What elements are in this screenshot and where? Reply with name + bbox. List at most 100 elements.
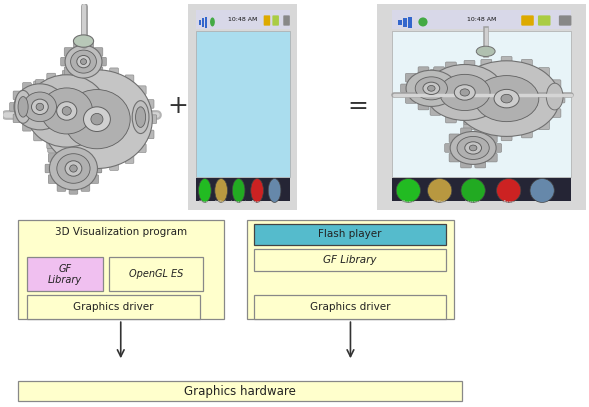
FancyBboxPatch shape bbox=[58, 114, 67, 123]
FancyBboxPatch shape bbox=[25, 120, 34, 129]
Ellipse shape bbox=[465, 142, 482, 154]
Circle shape bbox=[530, 179, 554, 202]
Ellipse shape bbox=[450, 131, 496, 164]
FancyBboxPatch shape bbox=[449, 134, 460, 142]
FancyBboxPatch shape bbox=[464, 60, 475, 69]
Ellipse shape bbox=[49, 147, 97, 190]
Ellipse shape bbox=[14, 84, 66, 130]
Ellipse shape bbox=[423, 82, 439, 94]
FancyBboxPatch shape bbox=[110, 68, 118, 77]
FancyBboxPatch shape bbox=[494, 101, 505, 110]
Text: Internet: Internet bbox=[465, 200, 481, 204]
FancyBboxPatch shape bbox=[283, 15, 290, 26]
FancyBboxPatch shape bbox=[254, 223, 446, 245]
FancyBboxPatch shape bbox=[254, 249, 446, 271]
Bar bbox=[199, 20, 201, 25]
FancyBboxPatch shape bbox=[75, 68, 84, 77]
Bar bbox=[403, 18, 407, 27]
FancyBboxPatch shape bbox=[81, 183, 90, 191]
FancyBboxPatch shape bbox=[81, 146, 90, 154]
FancyBboxPatch shape bbox=[125, 75, 134, 83]
FancyBboxPatch shape bbox=[145, 130, 154, 139]
Circle shape bbox=[210, 18, 215, 26]
FancyBboxPatch shape bbox=[418, 101, 429, 110]
FancyBboxPatch shape bbox=[57, 146, 66, 154]
Circle shape bbox=[232, 179, 245, 202]
FancyBboxPatch shape bbox=[559, 15, 571, 26]
Bar bbox=[408, 17, 412, 28]
FancyBboxPatch shape bbox=[550, 80, 561, 88]
Text: Graphics hardware: Graphics hardware bbox=[184, 385, 296, 398]
FancyBboxPatch shape bbox=[34, 132, 42, 141]
FancyBboxPatch shape bbox=[93, 164, 102, 173]
FancyBboxPatch shape bbox=[98, 57, 107, 66]
FancyBboxPatch shape bbox=[60, 155, 69, 163]
Text: OpenGL ES: OpenGL ES bbox=[129, 269, 183, 279]
Ellipse shape bbox=[406, 70, 456, 106]
FancyBboxPatch shape bbox=[452, 109, 463, 117]
FancyBboxPatch shape bbox=[501, 132, 512, 141]
FancyBboxPatch shape bbox=[74, 73, 82, 81]
FancyBboxPatch shape bbox=[62, 70, 71, 79]
FancyBboxPatch shape bbox=[538, 121, 550, 130]
FancyBboxPatch shape bbox=[57, 183, 66, 191]
Text: Internet: Internet bbox=[230, 200, 247, 204]
Text: 10:48 AM: 10:48 AM bbox=[229, 17, 257, 22]
Ellipse shape bbox=[91, 114, 103, 125]
FancyBboxPatch shape bbox=[554, 94, 565, 103]
FancyBboxPatch shape bbox=[78, 140, 87, 149]
Ellipse shape bbox=[135, 107, 145, 127]
FancyBboxPatch shape bbox=[37, 115, 46, 123]
FancyBboxPatch shape bbox=[75, 162, 84, 171]
FancyBboxPatch shape bbox=[45, 164, 54, 173]
FancyBboxPatch shape bbox=[521, 15, 534, 26]
FancyBboxPatch shape bbox=[100, 93, 108, 101]
FancyBboxPatch shape bbox=[69, 143, 78, 151]
FancyBboxPatch shape bbox=[47, 140, 55, 149]
FancyBboxPatch shape bbox=[48, 83, 57, 91]
FancyBboxPatch shape bbox=[430, 70, 441, 78]
FancyBboxPatch shape bbox=[430, 107, 441, 115]
FancyBboxPatch shape bbox=[92, 164, 101, 173]
Text: E-Mail: E-Mail bbox=[215, 200, 227, 204]
Ellipse shape bbox=[428, 85, 435, 91]
FancyBboxPatch shape bbox=[61, 103, 70, 111]
FancyBboxPatch shape bbox=[448, 94, 459, 103]
FancyBboxPatch shape bbox=[91, 132, 100, 141]
FancyBboxPatch shape bbox=[434, 67, 445, 75]
FancyBboxPatch shape bbox=[40, 130, 49, 139]
FancyBboxPatch shape bbox=[61, 57, 70, 66]
FancyBboxPatch shape bbox=[451, 84, 462, 93]
Text: E-Mail: E-Mail bbox=[434, 200, 446, 204]
FancyBboxPatch shape bbox=[475, 159, 486, 168]
Ellipse shape bbox=[84, 107, 110, 131]
FancyBboxPatch shape bbox=[464, 116, 475, 125]
FancyBboxPatch shape bbox=[47, 73, 55, 82]
Bar bbox=[392, 31, 571, 177]
Ellipse shape bbox=[74, 35, 94, 47]
Text: 10:48 AM: 10:48 AM bbox=[467, 17, 496, 22]
FancyBboxPatch shape bbox=[137, 86, 146, 94]
Text: GF Library: GF Library bbox=[323, 256, 377, 265]
Circle shape bbox=[396, 179, 421, 202]
Ellipse shape bbox=[42, 70, 153, 168]
Bar bbox=[392, 10, 571, 29]
FancyBboxPatch shape bbox=[35, 125, 44, 134]
Bar bbox=[202, 18, 204, 27]
Ellipse shape bbox=[65, 161, 82, 176]
FancyBboxPatch shape bbox=[482, 65, 492, 74]
Ellipse shape bbox=[81, 59, 87, 64]
FancyBboxPatch shape bbox=[481, 129, 492, 138]
FancyBboxPatch shape bbox=[449, 153, 460, 162]
FancyBboxPatch shape bbox=[461, 128, 471, 137]
Circle shape bbox=[198, 179, 211, 202]
FancyBboxPatch shape bbox=[501, 57, 512, 65]
Text: GF
Library: GF Library bbox=[48, 264, 82, 285]
Bar bbox=[196, 178, 290, 201]
FancyBboxPatch shape bbox=[373, 0, 589, 218]
Ellipse shape bbox=[460, 89, 469, 96]
FancyBboxPatch shape bbox=[487, 134, 497, 142]
FancyBboxPatch shape bbox=[550, 109, 561, 117]
FancyBboxPatch shape bbox=[35, 79, 44, 88]
FancyBboxPatch shape bbox=[48, 123, 57, 131]
